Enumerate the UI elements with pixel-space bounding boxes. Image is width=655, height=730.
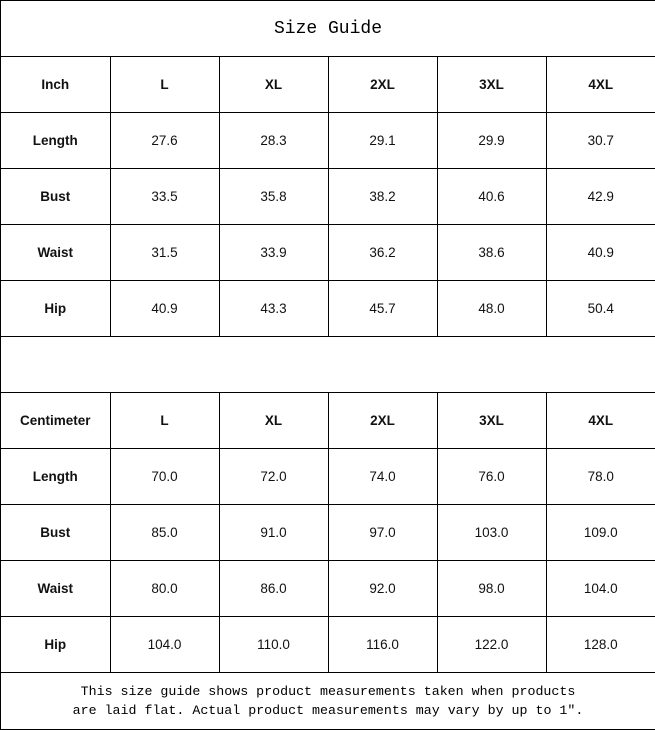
- inch-table: Inch L XL 2XL 3XL 4XL Length 27.6 28.3 29.1 29.9 30…: [1, 57, 655, 337]
- column-header: 4XL: [545, 393, 655, 449]
- column-header: 3XL: [436, 57, 547, 113]
- table-cell: 91.0: [218, 504, 329, 561]
- row-label: Hip: [1, 616, 111, 673]
- footer-note: This size guide shows product measuremen…: [1, 673, 655, 729]
- table-cell: 78.0: [545, 448, 655, 505]
- column-header: 4XL: [545, 57, 655, 113]
- table-cell: 76.0: [436, 448, 547, 505]
- column-header: Inch: [1, 57, 111, 113]
- table-row: Hip 104.0 110.0 116.0 122.0 128.0: [1, 616, 655, 673]
- column-header: L: [109, 393, 220, 449]
- table-cell: 110.0: [218, 616, 329, 673]
- table-row: Bust 33.5 35.8 38.2 40.6 42.9: [1, 168, 655, 225]
- table-cell: 40.9: [109, 280, 220, 337]
- footer-line-1: This size guide shows product measuremen…: [80, 684, 576, 699]
- table-cell: 122.0: [436, 616, 547, 673]
- table-cell: 86.0: [218, 560, 329, 617]
- table-cell: 27.6: [109, 112, 220, 169]
- table-cell: 97.0: [327, 504, 438, 561]
- table-cell: 50.4: [545, 280, 655, 337]
- table-row: Waist 31.5 33.9 36.2 38.6 40.9: [1, 224, 655, 281]
- table-cell: 116.0: [327, 616, 438, 673]
- table-cell: 109.0: [545, 504, 655, 561]
- table-cell: 70.0: [109, 448, 220, 505]
- table-cell: 128.0: [545, 616, 655, 673]
- table-cell: 33.5: [109, 168, 220, 225]
- row-label: Bust: [1, 504, 111, 561]
- column-header: 2XL: [327, 57, 438, 113]
- table-cell: 92.0: [327, 560, 438, 617]
- table-cell: 35.8: [218, 168, 329, 225]
- row-label: Waist: [1, 224, 111, 281]
- table-cell: 40.6: [436, 168, 547, 225]
- column-header: 2XL: [327, 393, 438, 449]
- footer-line-2: are laid flat. Actual product measuremen…: [72, 703, 584, 718]
- header-row: Inch L XL 2XL 3XL 4XL: [1, 57, 655, 113]
- column-header: XL: [218, 57, 329, 113]
- table-cell: 104.0: [545, 560, 655, 617]
- table-cell: 28.3: [218, 112, 329, 169]
- table-cell: 40.9: [545, 224, 655, 281]
- table-cell: 42.9: [545, 168, 655, 225]
- row-label: Waist: [1, 560, 111, 617]
- spacer-row: [1, 337, 655, 393]
- table-row: Length 27.6 28.3 29.1 29.9 30.7: [1, 112, 655, 169]
- column-header: XL: [218, 393, 329, 449]
- table-cell: 45.7: [327, 280, 438, 337]
- table-cell: 72.0: [218, 448, 329, 505]
- row-label: Bust: [1, 168, 111, 225]
- table-cell: 33.9: [218, 224, 329, 281]
- column-header: 3XL: [436, 393, 547, 449]
- table-cell: 104.0: [109, 616, 220, 673]
- table-cell: 80.0: [109, 560, 220, 617]
- table-cell: 29.9: [436, 112, 547, 169]
- centimeter-table: Centimeter L XL 2XL 3XL 4XL Length 70.0 72.0 74.0…: [1, 393, 655, 673]
- table-cell: 38.2: [327, 168, 438, 225]
- row-label: Hip: [1, 280, 111, 337]
- column-header: Centimeter: [1, 393, 111, 449]
- table-cell: 98.0: [436, 560, 547, 617]
- table-cell: 36.2: [327, 224, 438, 281]
- row-label: Length: [1, 448, 111, 505]
- table-row: Bust 85.0 91.0 97.0 103.0 109.0: [1, 504, 655, 561]
- table-cell: 48.0: [436, 280, 547, 337]
- table-cell: 43.3: [218, 280, 329, 337]
- table-cell: 103.0: [436, 504, 547, 561]
- table-row: Length 70.0 72.0 74.0 76.0 78.0: [1, 448, 655, 505]
- table-row: Hip 40.9 43.3 45.7 48.0 50.4: [1, 280, 655, 337]
- header-row: Centimeter L XL 2XL 3XL 4XL: [1, 393, 655, 449]
- table-cell: 31.5: [109, 224, 220, 281]
- column-header: L: [109, 57, 220, 113]
- page-title: Size Guide: [1, 1, 655, 57]
- table-cell: 29.1: [327, 112, 438, 169]
- row-label: Length: [1, 112, 111, 169]
- table-cell: 85.0: [109, 504, 220, 561]
- table-cell: 30.7: [545, 112, 655, 169]
- table-row: Waist 80.0 86.0 92.0 98.0 104.0: [1, 560, 655, 617]
- table-cell: 38.6: [436, 224, 547, 281]
- table-cell: 74.0: [327, 448, 438, 505]
